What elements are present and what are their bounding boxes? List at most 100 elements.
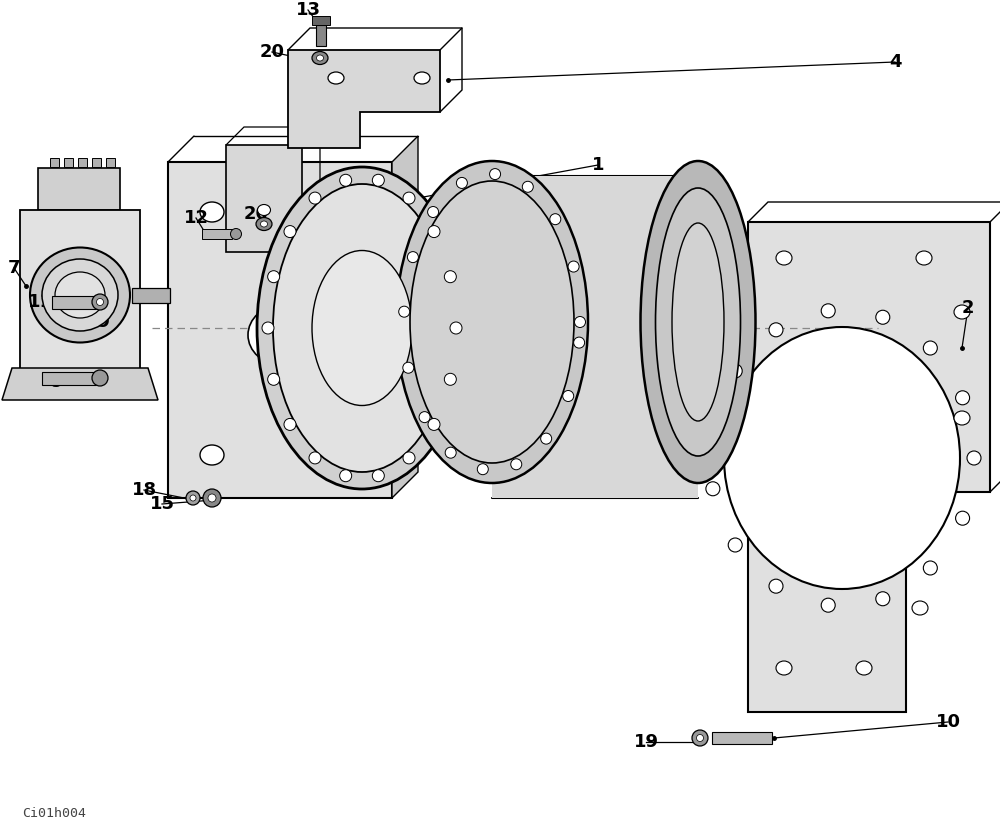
Ellipse shape bbox=[336, 445, 360, 465]
Ellipse shape bbox=[312, 52, 328, 64]
Ellipse shape bbox=[728, 538, 742, 552]
Ellipse shape bbox=[312, 251, 412, 405]
Ellipse shape bbox=[821, 599, 835, 612]
Ellipse shape bbox=[230, 228, 242, 239]
Text: 19: 19 bbox=[86, 313, 110, 331]
Text: 1: 1 bbox=[592, 156, 604, 174]
Ellipse shape bbox=[403, 452, 415, 464]
Ellipse shape bbox=[876, 310, 890, 324]
Ellipse shape bbox=[912, 601, 928, 615]
Ellipse shape bbox=[186, 491, 200, 505]
Ellipse shape bbox=[956, 511, 970, 525]
Ellipse shape bbox=[200, 445, 224, 465]
Ellipse shape bbox=[450, 322, 462, 334]
Ellipse shape bbox=[445, 447, 456, 458]
Polygon shape bbox=[78, 158, 87, 167]
Text: 6: 6 bbox=[736, 259, 748, 277]
Text: 13: 13 bbox=[296, 1, 320, 19]
Ellipse shape bbox=[428, 206, 439, 217]
Polygon shape bbox=[316, 25, 326, 46]
Polygon shape bbox=[52, 296, 96, 309]
Ellipse shape bbox=[203, 489, 221, 507]
Ellipse shape bbox=[55, 272, 105, 318]
Ellipse shape bbox=[428, 419, 440, 431]
Text: 7: 7 bbox=[8, 259, 20, 277]
Ellipse shape bbox=[541, 433, 552, 444]
Polygon shape bbox=[492, 176, 698, 498]
Ellipse shape bbox=[410, 181, 574, 463]
Ellipse shape bbox=[403, 192, 415, 204]
Ellipse shape bbox=[692, 730, 708, 746]
Ellipse shape bbox=[706, 421, 720, 434]
Ellipse shape bbox=[92, 294, 108, 310]
Ellipse shape bbox=[256, 217, 272, 231]
Polygon shape bbox=[42, 372, 96, 385]
Ellipse shape bbox=[190, 495, 196, 501]
Text: 15: 15 bbox=[150, 495, 175, 513]
Text: 16: 16 bbox=[294, 205, 318, 223]
Ellipse shape bbox=[262, 322, 274, 334]
Text: Ci01h004: Ci01h004 bbox=[22, 807, 86, 820]
Ellipse shape bbox=[706, 482, 720, 496]
Ellipse shape bbox=[200, 202, 224, 222]
Ellipse shape bbox=[574, 317, 586, 328]
Polygon shape bbox=[38, 168, 120, 210]
Polygon shape bbox=[50, 158, 59, 167]
Ellipse shape bbox=[372, 174, 384, 186]
Text: 20: 20 bbox=[244, 205, 268, 223]
Ellipse shape bbox=[954, 305, 970, 319]
Text: 19: 19 bbox=[634, 733, 658, 751]
Ellipse shape bbox=[268, 271, 280, 283]
Ellipse shape bbox=[328, 72, 344, 84]
Polygon shape bbox=[226, 145, 340, 252]
Ellipse shape bbox=[954, 411, 970, 425]
Ellipse shape bbox=[477, 464, 488, 475]
Ellipse shape bbox=[42, 259, 118, 331]
Ellipse shape bbox=[640, 161, 756, 483]
Ellipse shape bbox=[316, 55, 324, 61]
Ellipse shape bbox=[399, 306, 410, 317]
Polygon shape bbox=[392, 136, 418, 498]
Ellipse shape bbox=[728, 364, 742, 378]
Polygon shape bbox=[106, 158, 115, 167]
Ellipse shape bbox=[923, 561, 937, 575]
Ellipse shape bbox=[258, 205, 270, 216]
Ellipse shape bbox=[574, 337, 585, 348]
Polygon shape bbox=[92, 158, 101, 167]
Ellipse shape bbox=[568, 261, 579, 272]
Ellipse shape bbox=[248, 305, 316, 365]
Ellipse shape bbox=[724, 327, 960, 589]
Ellipse shape bbox=[208, 494, 216, 502]
Ellipse shape bbox=[309, 452, 321, 464]
Polygon shape bbox=[712, 732, 772, 744]
Ellipse shape bbox=[428, 226, 440, 237]
Text: 9: 9 bbox=[50, 373, 62, 391]
Ellipse shape bbox=[372, 470, 384, 482]
Text: 10: 10 bbox=[936, 713, 960, 731]
Polygon shape bbox=[20, 210, 140, 388]
Ellipse shape bbox=[776, 251, 792, 265]
Ellipse shape bbox=[92, 370, 108, 386]
Ellipse shape bbox=[456, 177, 467, 188]
Ellipse shape bbox=[273, 184, 451, 472]
Ellipse shape bbox=[284, 419, 296, 431]
Ellipse shape bbox=[96, 298, 104, 305]
Ellipse shape bbox=[776, 661, 792, 675]
Ellipse shape bbox=[876, 592, 890, 606]
Ellipse shape bbox=[336, 202, 360, 222]
Ellipse shape bbox=[672, 223, 724, 421]
Ellipse shape bbox=[967, 451, 981, 465]
Ellipse shape bbox=[511, 459, 522, 470]
Polygon shape bbox=[312, 16, 330, 25]
Ellipse shape bbox=[419, 411, 430, 423]
Ellipse shape bbox=[444, 374, 456, 385]
Ellipse shape bbox=[769, 323, 783, 337]
Ellipse shape bbox=[916, 251, 932, 265]
Ellipse shape bbox=[30, 247, 130, 343]
Ellipse shape bbox=[956, 390, 970, 405]
Polygon shape bbox=[64, 158, 73, 167]
Ellipse shape bbox=[856, 661, 872, 675]
Ellipse shape bbox=[340, 470, 352, 482]
Ellipse shape bbox=[490, 169, 501, 180]
Ellipse shape bbox=[563, 390, 574, 401]
